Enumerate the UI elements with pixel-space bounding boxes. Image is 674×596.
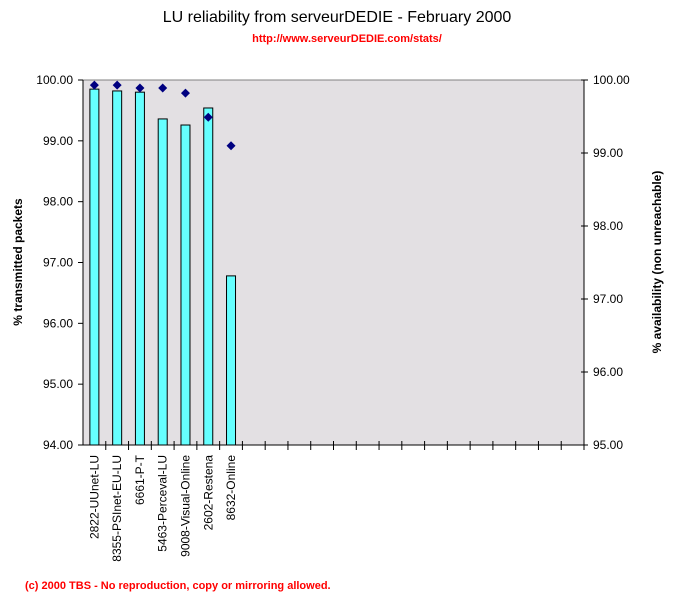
y2-tick-label: 95.00 xyxy=(593,438,623,452)
availability-marker xyxy=(135,83,145,93)
x-category-label: 5463-Perceval-LU xyxy=(156,455,170,552)
y-axis-title: % transmitted packets xyxy=(11,198,25,326)
y-tick-label: 98.00 xyxy=(43,195,73,209)
bar xyxy=(112,90,123,446)
y-tick-label: 99.00 xyxy=(43,134,73,148)
chart-subtitle-link[interactable]: http://www.serveurDEDIE.com/stats/ xyxy=(252,33,442,45)
x-category-label: 8355-PSInet-EU-LU xyxy=(110,455,124,562)
availability-marker xyxy=(112,80,122,90)
availability-marker xyxy=(158,83,168,93)
y-tick-label: 95.00 xyxy=(43,377,73,391)
y-tick-label: 100.00 xyxy=(36,73,73,87)
bar xyxy=(89,88,100,446)
y2-axis-title: % availability (non unreachable) xyxy=(650,171,664,354)
y-tick-label: 94.00 xyxy=(43,438,73,452)
y-tick-label: 96.00 xyxy=(43,316,73,330)
y2-tick-label: 98.00 xyxy=(593,219,623,233)
x-category-label: 2822-UUnet-LU xyxy=(87,455,101,539)
y2-tick-label: 97.00 xyxy=(593,292,623,306)
y2-tick-label: 100.00 xyxy=(593,73,630,87)
x-category-label: 2602-Restena xyxy=(201,455,215,531)
bar xyxy=(203,107,214,446)
y2-tick-label: 99.00 xyxy=(593,146,623,160)
bar xyxy=(157,118,168,446)
copyright-footer: (c) 2000 TBS - No reproduction, copy or … xyxy=(25,580,331,592)
availability-marker xyxy=(226,141,236,151)
availability-marker xyxy=(180,88,190,98)
chart-title: LU reliability from serveurDEDIE - Febru… xyxy=(162,9,512,26)
x-category-label: 6661-P-T xyxy=(133,454,147,505)
bar xyxy=(134,91,145,446)
y-tick-label: 97.00 xyxy=(43,256,73,270)
availability-marker xyxy=(203,112,213,122)
availability-marker xyxy=(89,80,99,90)
bar xyxy=(180,124,191,446)
y2-tick-label: 96.00 xyxy=(593,365,623,379)
x-category-label: 8632-Online xyxy=(224,455,238,521)
bar xyxy=(226,275,237,446)
x-category-label: 9008-Visual-Online xyxy=(178,455,192,557)
